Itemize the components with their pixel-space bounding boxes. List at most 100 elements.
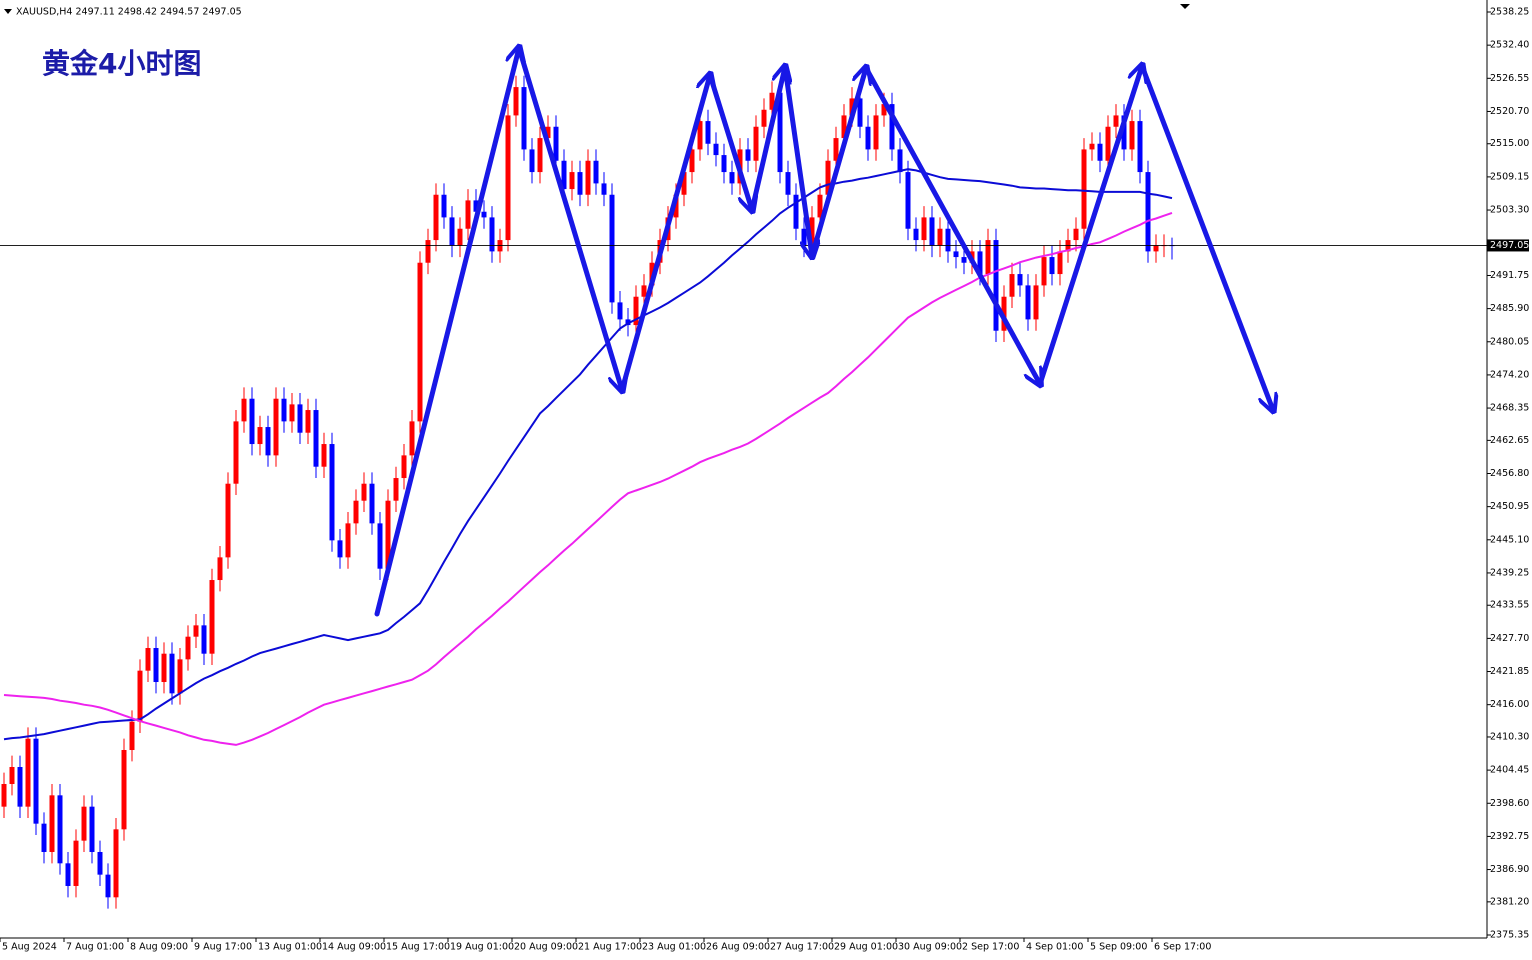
candle-body: [449, 217, 455, 246]
candle-body: [993, 240, 999, 331]
x-tick-label: 14 Aug 09:00: [322, 942, 386, 953]
candle-body: [121, 750, 127, 830]
candle-body: [545, 126, 551, 139]
candle-body: [937, 228, 943, 246]
candle-body: [1025, 285, 1031, 320]
candle-body: [161, 653, 167, 683]
candle-body: [137, 670, 143, 722]
x-tick-label: 9 Aug 17:00: [194, 942, 252, 953]
candle-body: [729, 172, 735, 184]
candle-body: [257, 427, 263, 445]
x-tick-label: 23 Aug 01:00: [642, 942, 706, 953]
x-tick-label: 5 Sep 09:00: [1090, 942, 1147, 953]
y-tick-label: 2450.95: [1490, 501, 1529, 512]
candle-body: [921, 217, 927, 241]
candle-body: [265, 427, 271, 456]
candle-body: [889, 104, 895, 150]
arrow: [516, 45, 622, 390]
candle-body: [193, 625, 199, 637]
candle-body: [913, 228, 919, 241]
candle-body: [1017, 274, 1023, 286]
candle-body: [289, 404, 295, 422]
candle-body: [321, 444, 327, 467]
candle-body: [561, 160, 567, 190]
candle-body: [33, 738, 39, 824]
y-tick-label: 2491.75: [1490, 270, 1529, 281]
candle-body: [569, 172, 575, 190]
y-tick-label: 2503.30: [1490, 205, 1529, 216]
candle-body: [625, 319, 631, 326]
candle-body: [1121, 115, 1127, 150]
candle-body: [881, 104, 887, 116]
candle-body: [97, 851, 103, 875]
x-tick-label: 13 Aug 01:00: [258, 942, 322, 953]
y-tick-label: 2526.55: [1490, 73, 1529, 84]
y-tick-label: 2398.60: [1490, 798, 1529, 809]
candle-body: [393, 478, 399, 501]
candle-body: [945, 228, 951, 252]
arrow: [809, 68, 866, 259]
candle-body: [17, 767, 23, 807]
candle-body: [73, 840, 79, 886]
candle-body: [769, 92, 775, 110]
candle-body: [681, 172, 687, 195]
x-tick-label: 26 Aug 09:00: [706, 942, 770, 953]
candle-body: [65, 863, 71, 886]
candle-body: [337, 540, 343, 558]
candle-body: [425, 240, 431, 263]
candle-body: [713, 143, 719, 156]
candle-body: [849, 98, 855, 116]
candle-body: [929, 217, 935, 246]
candle-body: [209, 580, 215, 654]
candle-body: [641, 285, 647, 297]
candle-body: [201, 625, 207, 654]
candle-body: [169, 653, 175, 694]
x-tick-label: 4 Sep 01:00: [1026, 942, 1083, 953]
candle-body: [441, 194, 447, 218]
candle-body: [1089, 143, 1095, 150]
candle-body: [465, 200, 471, 229]
arrow: [1037, 66, 1142, 387]
candle-body: [305, 410, 311, 433]
candle-body: [825, 160, 831, 195]
x-tick-label: 20 Aug 09:00: [514, 942, 578, 953]
candle-body: [1057, 251, 1063, 275]
candle-body: [601, 183, 607, 195]
candle-body: [985, 240, 991, 275]
candle-body: [249, 398, 255, 445]
candle-body: [385, 500, 391, 569]
candle-body: [609, 194, 615, 303]
candle-body: [753, 126, 759, 161]
candle-body: [1105, 126, 1111, 161]
candle-body: [817, 194, 823, 218]
y-tick-label: 2474.20: [1490, 369, 1529, 380]
candle-body: [833, 138, 839, 161]
x-tick-label: 29 Aug 01:00: [834, 942, 898, 953]
candle-body: [313, 410, 319, 467]
candle-body: [793, 194, 799, 229]
moving-average-line: [3, 168, 1173, 741]
arrow: [749, 67, 785, 213]
candle-body: [873, 115, 879, 150]
candle-body: [721, 155, 727, 173]
candle-body: [153, 648, 159, 683]
candle-body: [41, 823, 47, 852]
y-tick-label: 2392.75: [1490, 831, 1529, 842]
y-tick-label: 2485.90: [1490, 303, 1529, 314]
candle-body: [329, 444, 335, 541]
candle-body: [49, 795, 55, 852]
candle-body: [225, 483, 231, 558]
candle-body: [1097, 143, 1103, 161]
candle-body: [801, 228, 807, 246]
candle-body: [633, 296, 639, 326]
arrow: [1139, 63, 1273, 410]
arrow: [619, 75, 710, 393]
x-tick-label: 5 Aug 2024: [2, 942, 57, 953]
candle-body: [865, 126, 871, 150]
y-tick-label: 2416.00: [1490, 699, 1529, 710]
candle-body: [185, 636, 191, 660]
candle-body: [281, 398, 287, 422]
y-tick-label: 2520.70: [1490, 106, 1529, 117]
y-tick-label: 2381.20: [1490, 896, 1529, 907]
